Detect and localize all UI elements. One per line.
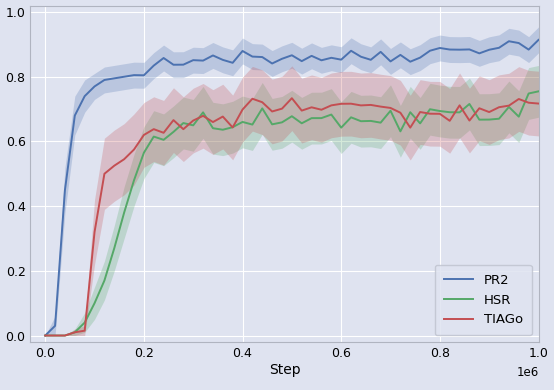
Line: TIAGo: TIAGo bbox=[45, 98, 538, 335]
TIAGo bbox=[407, 125, 414, 130]
PR2 bbox=[367, 57, 374, 62]
TIAGo bbox=[525, 100, 532, 105]
Line: PR2: PR2 bbox=[45, 40, 538, 335]
TIAGo bbox=[200, 113, 207, 118]
HSR bbox=[397, 129, 404, 134]
PR2 bbox=[151, 63, 157, 68]
PR2 bbox=[190, 58, 197, 62]
HSR bbox=[200, 110, 207, 115]
HSR bbox=[42, 333, 49, 338]
TIAGo bbox=[377, 104, 384, 109]
PR2 bbox=[200, 58, 207, 63]
HSR bbox=[367, 119, 374, 123]
HSR bbox=[151, 134, 157, 139]
HSR bbox=[525, 91, 532, 96]
PR2 bbox=[397, 53, 404, 57]
PR2 bbox=[42, 333, 49, 338]
Line: HSR: HSR bbox=[45, 91, 538, 335]
PR2 bbox=[525, 47, 532, 52]
Text: 1e6: 1e6 bbox=[516, 365, 538, 379]
PR2 bbox=[535, 37, 542, 42]
X-axis label: Step: Step bbox=[269, 363, 300, 377]
TIAGo bbox=[151, 127, 157, 131]
HSR bbox=[190, 123, 197, 128]
TIAGo bbox=[289, 96, 295, 101]
HSR bbox=[535, 89, 542, 94]
TIAGo bbox=[190, 118, 197, 123]
Legend: PR2, HSR, TIAGo: PR2, HSR, TIAGo bbox=[435, 265, 532, 335]
TIAGo bbox=[42, 333, 49, 338]
TIAGo bbox=[535, 101, 542, 106]
